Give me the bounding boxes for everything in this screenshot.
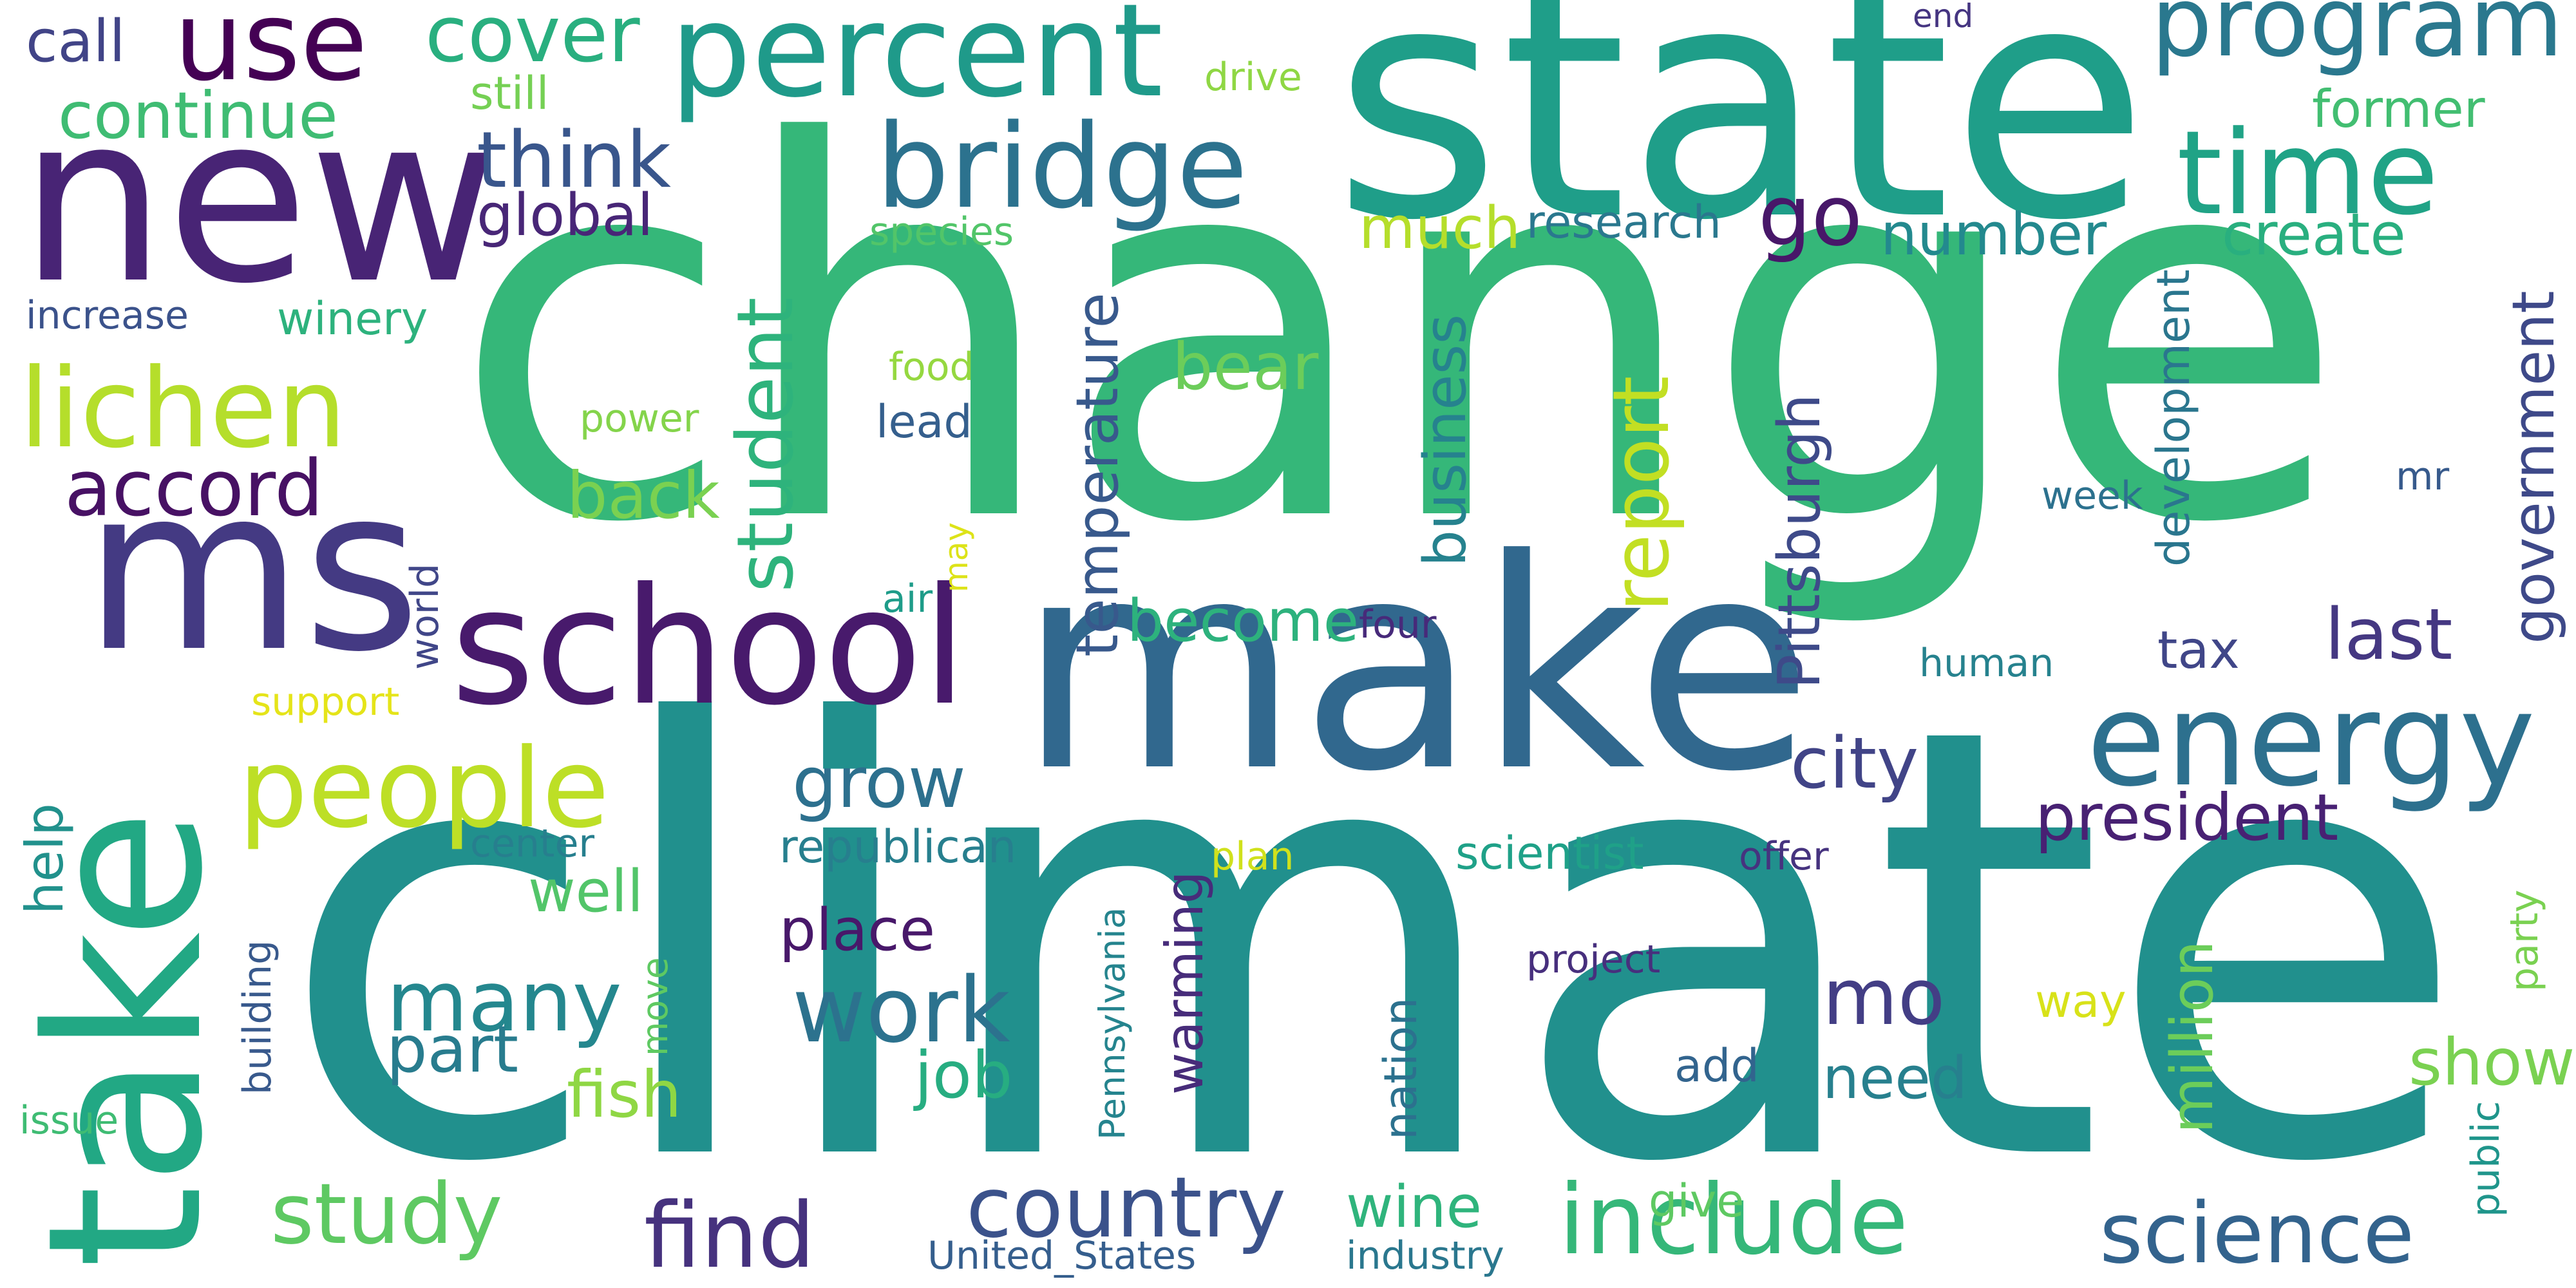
word-development: development xyxy=(2147,269,2200,567)
word-ms: ms xyxy=(84,439,421,701)
word-food: food xyxy=(889,345,974,390)
word-go: go xyxy=(1758,167,1863,265)
word-center: center xyxy=(470,821,595,866)
word-many: many xyxy=(386,952,622,1050)
word-power: power xyxy=(580,396,699,441)
word-bridge: bridge xyxy=(876,100,1248,234)
word-people: people xyxy=(238,725,610,853)
word-offer: offer xyxy=(1739,834,1829,879)
word-accord: accord xyxy=(64,444,324,534)
word-four: four xyxy=(1359,602,1437,647)
word-former: former xyxy=(2312,79,2485,139)
word-back: back xyxy=(567,458,720,533)
word-energy: energy xyxy=(2087,665,2535,815)
word-call: call xyxy=(26,8,126,75)
word-world: world xyxy=(402,563,448,670)
word-increase: increase xyxy=(26,293,189,338)
word-nation: nation xyxy=(1374,997,1427,1140)
word-become: become xyxy=(1127,587,1359,655)
word-grow: grow xyxy=(792,741,966,824)
word-include: include xyxy=(1558,1164,1909,1276)
word-much: much xyxy=(1359,194,1521,262)
word-pittsburgh: Pittsburgh xyxy=(1766,393,1833,689)
word-cover: cover xyxy=(425,0,640,80)
word-add: add xyxy=(1674,1039,1759,1092)
word-issue: issue xyxy=(19,1098,119,1143)
word-scientist: scientist xyxy=(1455,827,1644,880)
word-business: business xyxy=(1412,314,1479,567)
word-number: number xyxy=(1880,201,2107,269)
word-country: country xyxy=(966,1159,1287,1256)
word-study: study xyxy=(270,1165,503,1263)
word-winery: winery xyxy=(277,292,428,345)
word-part: part xyxy=(386,1012,519,1087)
word-create: create xyxy=(2222,201,2406,269)
word-bear: bear xyxy=(1172,329,1319,404)
word-building: building xyxy=(235,940,280,1095)
word-change: change xyxy=(451,35,2347,635)
word-last: last xyxy=(2325,593,2453,676)
word-place: place xyxy=(779,896,936,964)
word-still: still xyxy=(470,67,549,120)
word-use: use xyxy=(174,0,368,106)
word-give: give xyxy=(1649,1175,1745,1227)
word-program: program xyxy=(2151,0,2564,79)
word-temperature: temperature xyxy=(1064,292,1132,657)
word-make: make xyxy=(1018,498,1814,835)
word-think: think xyxy=(477,116,671,205)
word-work: work xyxy=(792,958,1010,1063)
word-climate: climate xyxy=(277,601,2469,1288)
word-move: move xyxy=(634,957,676,1056)
word-pennsylvania: Pennsylvania xyxy=(1092,907,1133,1140)
word-week: week xyxy=(2041,473,2143,518)
word-wine: wine xyxy=(1346,1173,1482,1241)
word-need: need xyxy=(1823,1045,1967,1112)
word-human: human xyxy=(1919,641,2054,686)
word-fish: fish xyxy=(567,1057,682,1132)
word-public: public xyxy=(2463,1101,2508,1217)
word-continue: continue xyxy=(58,78,338,153)
word-president: president xyxy=(2035,780,2339,855)
word-project: project xyxy=(1526,937,1661,982)
word-air: air xyxy=(882,576,933,621)
word-may: may xyxy=(938,522,975,592)
word-report: report xyxy=(1597,375,1687,612)
word-city: city xyxy=(1790,722,1919,804)
word-government: government xyxy=(2500,290,2568,644)
word-drive: drive xyxy=(1204,55,1302,100)
word-mo: mo xyxy=(1823,953,1946,1043)
word-well: well xyxy=(528,858,643,925)
word-research: research xyxy=(1526,196,1721,249)
word-republican: republican xyxy=(779,820,1017,873)
word-plan: plan xyxy=(1211,834,1294,879)
word-lichen: lichen xyxy=(19,345,347,473)
word-united-states: United_States xyxy=(927,1233,1197,1278)
word-tax: tax xyxy=(2157,620,2240,680)
word-find: find xyxy=(644,1184,815,1288)
word-warming: warming xyxy=(1155,871,1215,1095)
word-mr: mr xyxy=(2396,454,2450,499)
word-industry: industry xyxy=(1346,1233,1504,1278)
word-school: school xyxy=(451,553,967,741)
word-help: help xyxy=(15,803,75,914)
word-support: support xyxy=(251,679,400,724)
word-time: time xyxy=(2177,106,2439,241)
word-lead: lead xyxy=(876,395,972,448)
word-million: million xyxy=(2159,940,2226,1133)
word-party: party xyxy=(2502,889,2547,992)
word-new: new xyxy=(19,64,499,334)
word-end: end xyxy=(1913,0,1974,35)
word-species: species xyxy=(869,209,1014,254)
word-science: science xyxy=(2099,1184,2415,1282)
word-state: state xyxy=(1333,0,2149,290)
word-show: show xyxy=(2409,1025,2575,1100)
word-global: global xyxy=(477,182,654,249)
word-student: student xyxy=(721,297,811,592)
word-percent: percent xyxy=(670,0,1164,126)
word-way: way xyxy=(2035,975,2126,1028)
word-job: job xyxy=(914,1037,1013,1113)
